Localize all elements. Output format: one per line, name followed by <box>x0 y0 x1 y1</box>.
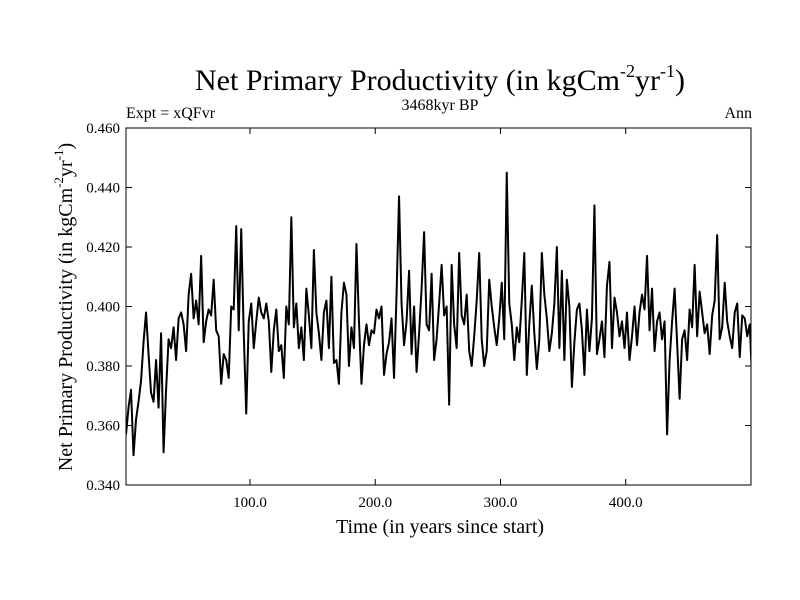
y-tick-label: 0.380 <box>86 359 120 375</box>
y-tick-label: 0.400 <box>86 300 120 316</box>
x-tick-label: 300.0 <box>484 495 518 511</box>
title-sup-2: -1 <box>660 61 675 81</box>
y-tick-label: 0.420 <box>86 240 120 256</box>
chart-title: Net Primary Productivity (in kgCm-2yr-1) <box>195 61 685 97</box>
x-axis: 100.0 200.0 300.0 400.0 <box>233 128 643 511</box>
ylabel-main: Net Primary Productivity (in kgCm <box>55 187 77 471</box>
subtitle-right: Ann <box>724 105 752 122</box>
y-tick-label: 0.360 <box>86 419 120 435</box>
ylabel-mid: yr <box>55 160 77 177</box>
title-end: ) <box>675 64 685 97</box>
subtitle-center: 3468kyr BP <box>402 97 479 114</box>
y-axis-label: Net Primary Productivity (in kgCm-2yr-1) <box>51 143 77 471</box>
series-line <box>126 171 751 457</box>
y-tick-label: 0.440 <box>86 181 120 197</box>
title-main: Net Primary Productivity (in kgCm <box>195 64 620 97</box>
ylabel-sup-2: -1 <box>51 150 66 161</box>
title-sup-1: -2 <box>620 61 635 81</box>
x-axis-label: Time (in years since start) <box>336 516 544 538</box>
x-tick-label: 100.0 <box>233 495 267 511</box>
y-tick-label: 0.340 <box>86 478 120 494</box>
x-tick-label: 400.0 <box>609 495 643 511</box>
title-mid: yr <box>635 64 660 97</box>
ylabel-sup-1: -2 <box>51 177 66 188</box>
y-tick-label: 0.460 <box>86 121 120 137</box>
y-axis: 0.340 0.360 0.380 0.400 0.420 0.440 0.460 <box>86 121 751 494</box>
ylabel-end: ) <box>55 143 77 150</box>
x-tick-label: 200.0 <box>358 495 392 511</box>
subtitle-left: Expt = xQFvr <box>126 105 216 122</box>
